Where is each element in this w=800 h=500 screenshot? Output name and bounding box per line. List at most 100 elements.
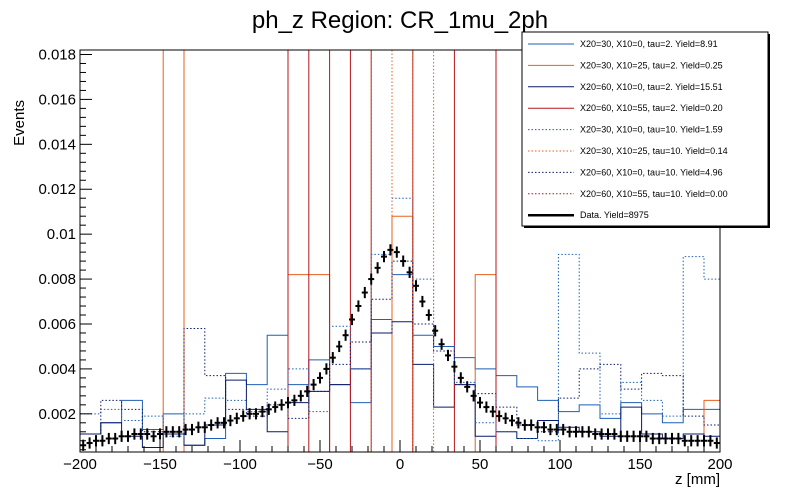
data-point [560, 423, 567, 436]
data-point [259, 405, 266, 418]
data-point [489, 405, 496, 418]
data-point [592, 428, 599, 440]
data-point [304, 385, 311, 397]
data-point [675, 432, 682, 445]
data-point [227, 414, 234, 427]
data-point [496, 410, 503, 422]
y-tick-label: 0.016 [38, 91, 76, 108]
legend-entry-label: Data. Yield=8975 [580, 210, 649, 220]
data-point [86, 437, 93, 449]
x-tick-label: −200 [63, 456, 97, 473]
data-point [656, 432, 663, 445]
data-point [598, 428, 605, 440]
data-point [438, 338, 445, 350]
data-point [208, 419, 215, 431]
data-point [189, 423, 195, 436]
data-point [80, 439, 87, 451]
legend-entry-label: X20=60, X10=0, tau=10. Yield=4.96 [580, 167, 723, 177]
data-point [553, 423, 560, 436]
data-point [528, 419, 535, 431]
data-point [413, 280, 419, 292]
y-tick-label: 0.002 [38, 406, 76, 423]
y-tick-label: 0.012 [38, 181, 76, 198]
data-point [163, 426, 170, 438]
data-point [131, 428, 138, 440]
data-point [688, 435, 695, 447]
legend: X20=30, X10=0, tau=2. Yield=8.91 X20=30, … [521, 31, 770, 228]
data-point [713, 437, 720, 449]
data-point [355, 300, 362, 312]
data-point [285, 396, 291, 409]
x-tick-label: −100 [223, 456, 257, 473]
data-point [534, 421, 541, 433]
data-point [144, 428, 151, 440]
data-point [240, 410, 247, 422]
data-point [310, 379, 317, 391]
data-point [278, 399, 285, 411]
data-point [406, 266, 413, 278]
legend-entry-label: X20=30, X10=0, tau=2. Yield=8.91 [580, 39, 718, 49]
data-point [579, 426, 586, 438]
data-point [400, 255, 407, 267]
data-point [393, 246, 400, 258]
data-point [445, 349, 451, 362]
data-point [541, 421, 547, 433]
data-point [611, 428, 618, 440]
data-point [272, 401, 279, 413]
x-tick-label: −50 [307, 456, 332, 473]
data-point [477, 396, 483, 409]
data-point [432, 325, 439, 337]
legend-entry-label: X20=30, X10=25, tau=10. Yield=0.14 [580, 146, 728, 156]
data-point [105, 432, 112, 445]
data-point [336, 340, 343, 353]
data-point [617, 430, 624, 442]
data-point [169, 426, 176, 438]
x-tick-label: 100 [547, 456, 572, 473]
data-point [214, 417, 221, 429]
data-point [118, 430, 125, 442]
data-point [483, 401, 490, 413]
data-point [297, 390, 304, 402]
data-point [470, 390, 477, 402]
data-point [361, 286, 368, 299]
data-point [649, 432, 656, 445]
data-point [93, 435, 99, 447]
data-point [515, 417, 522, 429]
data-point [323, 363, 330, 375]
data-point [521, 419, 528, 431]
data-point [221, 417, 227, 429]
data-point [137, 428, 144, 440]
legend-entry-label: X20=60, X10=55, tau=2. Yield=0.20 [580, 103, 723, 113]
y-tick-label: 0.01 [47, 226, 76, 243]
y-tick-label: 0.008 [38, 271, 76, 288]
data-point [195, 421, 202, 433]
data-point [201, 421, 208, 433]
data-point [125, 430, 131, 442]
data-point [624, 430, 631, 442]
x-tick-label: −150 [143, 456, 177, 473]
y-tick-label: 0.014 [38, 136, 76, 153]
data-point [387, 244, 394, 256]
legend-entry-label: X20=30, X10=25, tau=2. Yield=0.25 [580, 60, 723, 70]
data-point [329, 352, 336, 364]
data-point [643, 430, 650, 442]
data-point [425, 309, 432, 321]
data-point [176, 426, 183, 438]
y-tick-label: 0.004 [38, 361, 76, 378]
data-point [605, 428, 611, 440]
data-point [502, 412, 509, 424]
data-point [419, 295, 426, 308]
legend-entry-label: X20=60, X10=55, tau=10. Yield=0.00 [580, 189, 728, 199]
data-point [662, 432, 669, 445]
x-tick-label: 150 [627, 456, 652, 473]
chart-title: ph_z Region: CR_1mu_2ph [252, 7, 548, 34]
data-point [368, 273, 375, 285]
y-axis-label: Events [11, 100, 28, 146]
data-points-layer [80, 244, 720, 451]
data-point [694, 435, 701, 447]
data-point [451, 361, 458, 373]
data-point [707, 435, 714, 447]
data-point [291, 394, 298, 406]
x-tick-label: 200 [707, 456, 732, 473]
